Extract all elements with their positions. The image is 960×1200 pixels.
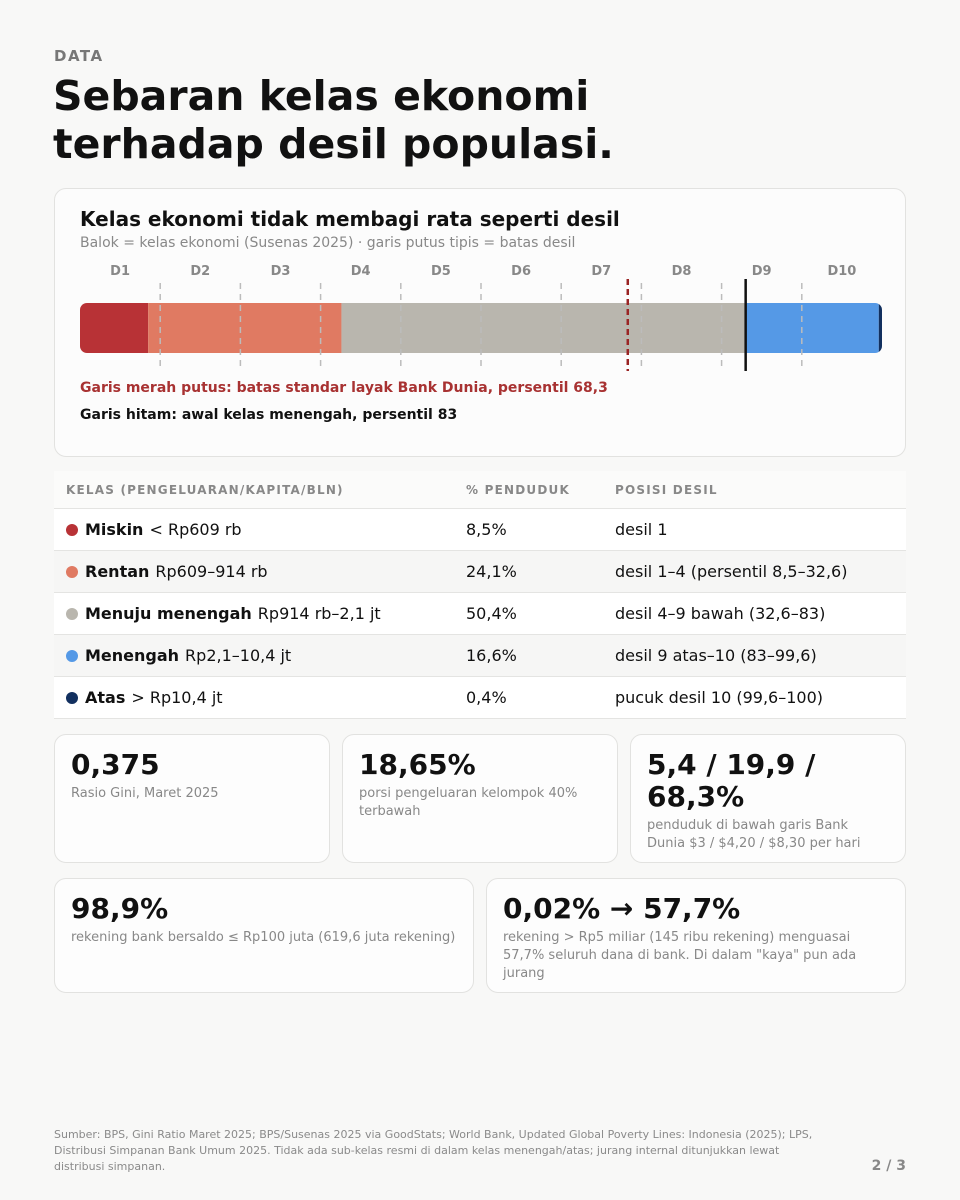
cell-class: Menengah Rp2,1–10,4 jt [54, 646, 466, 665]
table-row: Menuju menengah Rp914 rb–2,1 jt 50,4% desil… [54, 593, 906, 635]
class-range: > Rp10,4 jt [131, 688, 223, 707]
stat-label: rekening bank bersaldo ≤ Rp100 juta (619… [71, 930, 456, 945]
class-name: Miskin [85, 520, 144, 539]
class-color-dot [66, 691, 78, 704]
class-range: < Rp609 rb [149, 520, 242, 539]
class-color-dot [66, 523, 78, 536]
decile-label-d8: D8 [672, 264, 692, 279]
note-black-line: Garis hitam: awal kelas menengah, persen… [80, 407, 458, 423]
stat-value: 98,9% [71, 892, 169, 925]
decile-label-d7: D7 [591, 264, 611, 279]
page-title: Sebaran kelas ekonomi terhadap desil pop… [53, 72, 813, 168]
cell-percent: 50,4% [466, 604, 517, 623]
cell-percent: 0,4% [466, 688, 507, 707]
cell-class: Miskin < Rp609 rb [54, 520, 466, 539]
stat-value: 18,65% [359, 748, 476, 781]
bar-segment-menengah [745, 303, 879, 353]
source-footer: Sumber: BPS, Gini Ratio Maret 2025; BPS/… [54, 1128, 813, 1173]
table-row: Menengah Rp2,1–10,4 jt 16,6% desil 9 atas–1… [54, 635, 906, 677]
header-percent: % PENDUDUK [466, 482, 570, 497]
stacked-bar-chart: D1 D2 D3 D4 D5 D6 D7 D8 D9 D10 [80, 264, 882, 371]
note-red-line: Garis merah putus: batas standar layak B… [80, 380, 608, 396]
stat-label: porsi pengeluaran kelompok 40% terbawah [359, 786, 578, 819]
bar-segment-miskin [80, 303, 149, 353]
stat-value: 0,375 [71, 748, 160, 781]
decile-label-d3: D3 [271, 264, 291, 279]
cell-position: desil 9 atas–10 (83–99,6) [615, 646, 817, 665]
cell-position: desil 4–9 bawah (32,6–83) [615, 604, 826, 623]
decile-label-d1: D1 [110, 264, 130, 279]
table-header: KELAS (PENGELUARAN/KAPITA/BLN) % PENDUDU… [54, 471, 906, 509]
chart-title: Kelas ekonomi tidak membagi rata seperti… [80, 207, 620, 231]
class-range: Rp2,1–10,4 jt [185, 646, 292, 665]
decile-label-d5: D5 [431, 264, 451, 279]
page-title-line-1: Sebaran kelas ekonomi [53, 72, 590, 120]
decile-label-d2: D2 [190, 264, 210, 279]
cell-class: Menuju menengah Rp914 rb–2,1 jt [54, 604, 466, 623]
table-row: Atas > Rp10,4 jt 0,4% pucuk desil 10 (99,6–… [54, 677, 906, 719]
page-title-line-2: terhadap desil populasi. [53, 120, 614, 168]
cell-position: desil 1 [615, 520, 668, 539]
stat-label: rekening > Rp5 miliar (145 ribu rekening… [503, 930, 857, 981]
bar-segments [80, 303, 882, 353]
stat-card-small-accounts: 98,9% rekening bank bersaldo ≤ Rp100 jut… [54, 878, 474, 993]
class-table: KELAS (PENGELUARAN/KAPITA/BLN) % PENDUDU… [54, 471, 906, 719]
kicker-label: DATA [54, 47, 104, 65]
cell-position: desil 1–4 (persentil 8,5–32,6) [615, 562, 848, 581]
table-row: Miskin < Rp609 rb 8,5% desil 1 [54, 509, 906, 551]
header-class: KELAS (PENGELUARAN/KAPITA/BLN) [66, 482, 344, 497]
bar-segment-menuju-menengah [341, 303, 746, 353]
class-color-dot [66, 565, 78, 578]
class-name: Atas [85, 688, 126, 707]
stat-card-gini: 0,375 Rasio Gini, Maret 2025 [54, 734, 330, 863]
cell-percent: 8,5% [466, 520, 507, 539]
chart-subtitle: Balok = kelas ekonomi (Susenas 2025) · g… [80, 235, 576, 251]
class-color-dot [66, 607, 78, 620]
decile-label-d4: D4 [351, 264, 371, 279]
cell-position: pucuk desil 10 (99,6–100) [615, 688, 823, 707]
decile-label-d6: D6 [511, 264, 531, 279]
cell-class: Rentan Rp609–914 rb [54, 562, 466, 581]
stat-value: 0,02% → 57,7% [503, 892, 741, 925]
class-range: Rp609–914 rb [155, 562, 268, 581]
decile-label-d10: D10 [827, 264, 856, 279]
class-name: Rentan [85, 562, 150, 581]
table-body: Miskin < Rp609 rb 8,5% desil 1 Rentan Rp609–9… [54, 509, 906, 719]
class-name: Menengah [85, 646, 180, 665]
bar-segment-atas [878, 303, 882, 353]
cell-class: Atas > Rp10,4 jt [54, 688, 466, 707]
header-position: POSISI DESIL [615, 482, 718, 497]
stat-card-bottom40: 18,65% porsi pengeluaran kelompok 40% te… [342, 734, 618, 863]
stat-label: penduduk di bawah garis Bank Dunia $3 / … [647, 818, 861, 851]
stat-card-large-accounts: 0,02% → 57,7% rekening > Rp5 miliar (145… [486, 878, 906, 993]
class-range: Rp914 rb–2,1 jt [257, 604, 381, 623]
stat-card-poverty-lines: 5,4 / 19,9 / 68,3% penduduk di bawah gar… [630, 734, 906, 863]
stat-value: 5,4 / 19,9 / 68,3% [647, 748, 816, 813]
chart-card: Kelas ekonomi tidak membagi rata seperti… [54, 188, 906, 457]
class-color-dot [66, 649, 78, 662]
page-number: 2 / 3 [871, 1158, 906, 1174]
cell-percent: 24,1% [466, 562, 517, 581]
table-row: Rentan Rp609–914 rb 24,1% desil 1–4 (persen… [54, 551, 906, 593]
cell-percent: 16,6% [466, 646, 517, 665]
bar-segment-rentan [148, 303, 342, 353]
class-name: Menuju menengah [85, 604, 252, 623]
stat-label: Rasio Gini, Maret 2025 [71, 786, 219, 801]
decile-label-d9: D9 [752, 264, 772, 279]
